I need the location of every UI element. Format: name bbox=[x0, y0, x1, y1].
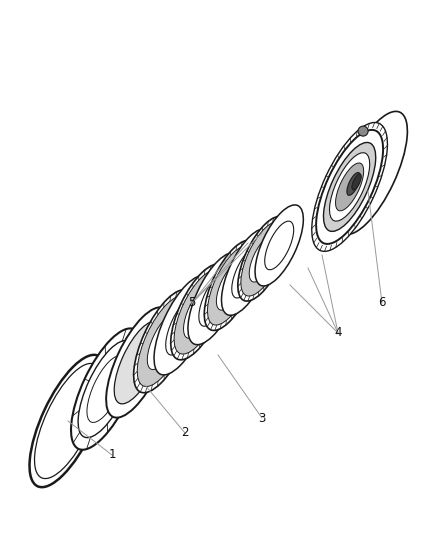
Ellipse shape bbox=[134, 289, 194, 393]
Ellipse shape bbox=[171, 264, 228, 360]
Ellipse shape bbox=[106, 308, 171, 418]
Ellipse shape bbox=[114, 321, 162, 404]
Text: 1: 1 bbox=[108, 448, 116, 462]
Ellipse shape bbox=[255, 205, 304, 286]
Ellipse shape bbox=[137, 296, 191, 386]
Ellipse shape bbox=[174, 270, 224, 354]
Ellipse shape bbox=[35, 364, 102, 479]
Ellipse shape bbox=[249, 236, 277, 282]
Ellipse shape bbox=[232, 246, 263, 298]
Ellipse shape bbox=[154, 276, 212, 375]
Text: 3: 3 bbox=[258, 411, 266, 424]
Ellipse shape bbox=[222, 229, 273, 316]
Ellipse shape bbox=[199, 271, 232, 326]
Ellipse shape bbox=[204, 240, 258, 330]
Ellipse shape bbox=[324, 142, 376, 231]
Ellipse shape bbox=[265, 221, 294, 270]
Ellipse shape bbox=[29, 355, 106, 487]
Ellipse shape bbox=[184, 286, 215, 338]
Ellipse shape bbox=[188, 253, 243, 345]
Ellipse shape bbox=[147, 313, 181, 369]
Ellipse shape bbox=[336, 163, 364, 211]
Ellipse shape bbox=[336, 111, 407, 235]
Ellipse shape bbox=[166, 295, 201, 355]
Ellipse shape bbox=[241, 221, 286, 296]
Text: 4: 4 bbox=[334, 327, 342, 340]
Ellipse shape bbox=[329, 153, 370, 221]
Ellipse shape bbox=[347, 173, 360, 195]
Text: 6: 6 bbox=[378, 296, 386, 310]
Ellipse shape bbox=[216, 261, 246, 310]
Ellipse shape bbox=[87, 356, 126, 423]
Ellipse shape bbox=[352, 174, 361, 190]
Ellipse shape bbox=[71, 328, 142, 450]
Text: 5: 5 bbox=[188, 296, 196, 310]
Ellipse shape bbox=[238, 216, 289, 301]
Ellipse shape bbox=[312, 123, 388, 252]
Text: 2: 2 bbox=[181, 426, 189, 440]
Ellipse shape bbox=[316, 130, 383, 244]
Ellipse shape bbox=[78, 341, 135, 438]
Ellipse shape bbox=[358, 126, 368, 136]
Ellipse shape bbox=[208, 246, 255, 325]
